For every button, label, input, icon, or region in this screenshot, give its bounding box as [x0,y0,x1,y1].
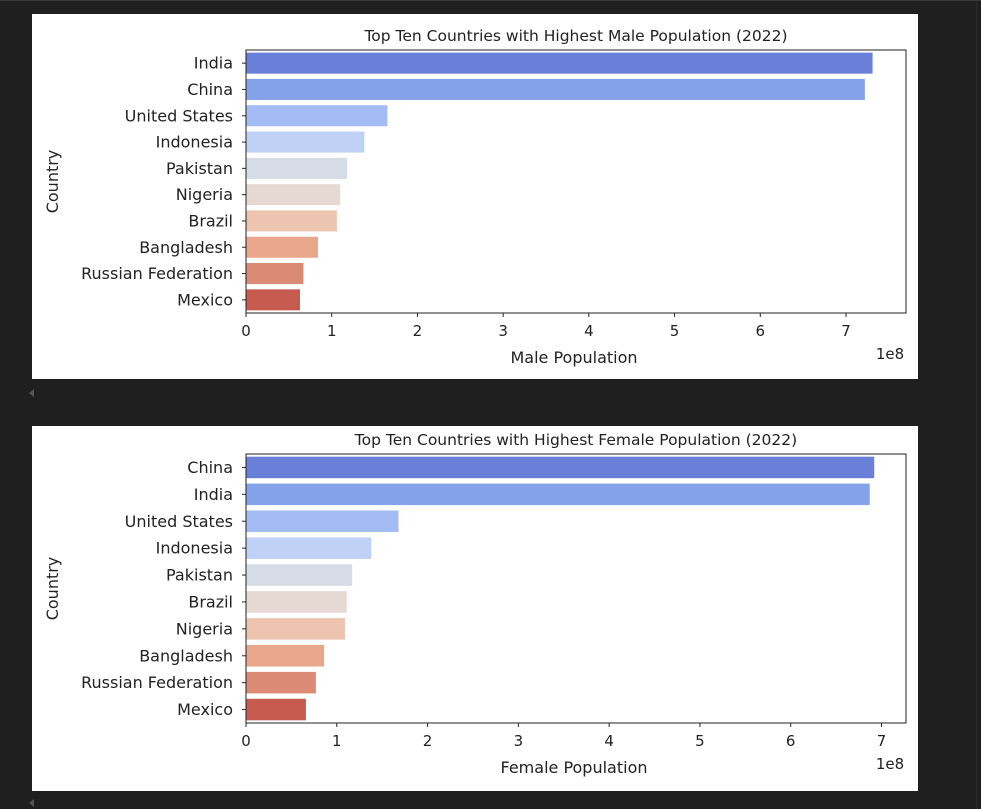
y-tick-label: United States [125,512,233,531]
x-tick-label: 3 [514,732,524,750]
x-tick-label: 7 [877,732,887,750]
bar [246,591,347,613]
bar [246,184,341,206]
y-tick-label: United States [125,106,233,125]
bar [246,456,875,479]
x-axis-label: Male Population [510,348,637,367]
bar [246,236,318,258]
y-tick-label: Bangladesh [139,646,233,665]
y-tick-label: India [194,485,233,504]
bar [246,263,304,285]
x-tick-label: 7 [841,322,851,340]
x-tick-label: 2 [413,322,423,340]
x-tick-label: 0 [241,322,251,340]
bar [246,483,870,506]
bar [246,618,345,640]
x-tick-label: 4 [584,322,594,340]
x-tick-label: 6 [756,322,766,340]
bar [246,52,873,74]
x-tick-label: 0 [241,732,251,750]
x-tick-label: 2 [423,732,433,750]
x-tick-label: 3 [498,322,508,340]
top-divider [0,0,981,1]
female-population-chart-panel: Top Ten Countries with Highest Female Po… [32,426,918,791]
female-population-chart: Top Ten Countries with Highest Female Po… [43,431,907,777]
y-axis-label: Country [43,557,62,621]
y-tick-label: Nigeria [176,185,233,204]
chart-title: Top Ten Countries with Highest Female Po… [354,431,797,449]
bar [246,210,337,232]
scroll-left-arrow-icon[interactable] [29,799,34,807]
y-tick-label: Brazil [188,211,233,230]
male-population-chart: Top Ten Countries with Highest Male Popu… [43,27,907,367]
x-tick-label: 1 [332,732,342,750]
y-tick-label: China [187,458,233,477]
x-tick-label: 5 [695,732,705,750]
x-tick-label: 6 [786,732,796,750]
x-tick-label: 1 [327,322,337,340]
y-tick-label: Mexico [177,700,233,719]
y-axis-label: Country [43,150,62,214]
x-tick-label: 5 [670,322,680,340]
y-tick-label: Indonesia [156,133,233,152]
bar [246,698,306,721]
plot-frame [245,453,907,724]
y-tick-label: Nigeria [176,619,233,638]
bar [246,671,316,694]
bar [246,78,865,100]
bar [246,510,399,533]
bar [246,105,388,127]
y-tick-label: Brazil [188,592,233,611]
scroll-left-arrow-icon[interactable] [29,389,34,397]
y-tick-label: China [187,80,233,99]
y-tick-label: Russian Federation [81,264,233,283]
y-tick-label: Indonesia [156,539,233,558]
x-offset-label: 1e8 [876,345,904,363]
plot-frame [245,49,907,314]
y-tick-label: Pakistan [166,159,233,178]
y-tick-label: India [194,54,233,73]
chart-title: Top Ten Countries with Highest Male Popu… [363,27,787,45]
x-axis-label: Female Population [501,758,648,777]
bar [246,644,325,667]
bar [246,289,300,311]
y-tick-label: Pakistan [166,566,233,585]
y-tick-label: Mexico [177,290,233,309]
male-population-chart-panel: Top Ten Countries with Highest Male Popu… [32,14,918,379]
x-offset-label: 1e8 [876,755,904,773]
x-tick-label: 4 [604,732,614,750]
right-divider [976,0,977,809]
y-tick-label: Bangladesh [139,238,233,257]
y-tick-label: Russian Federation [81,673,233,692]
bar [246,537,372,559]
bar [246,564,353,586]
bar [246,131,365,153]
bar [246,157,348,179]
